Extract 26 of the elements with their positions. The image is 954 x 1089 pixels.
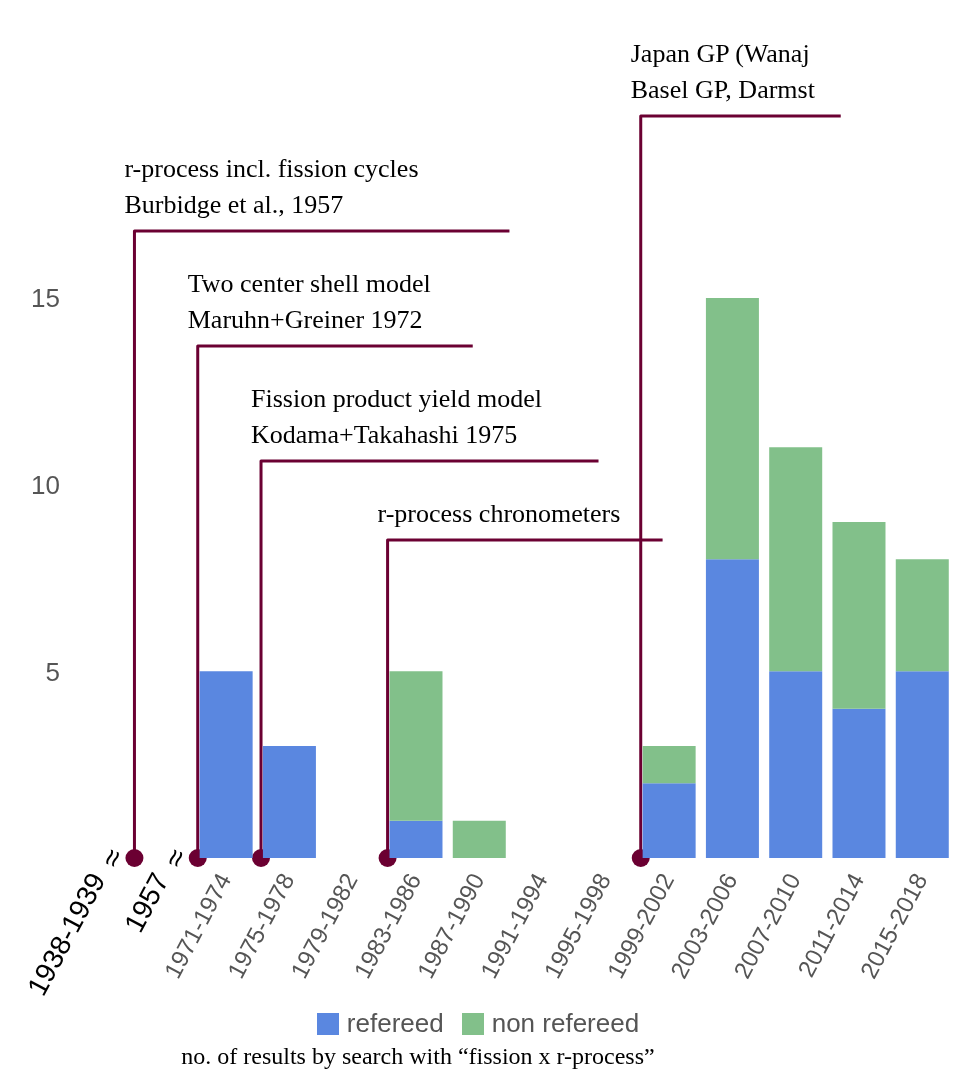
bar: [895, 559, 949, 672]
bar: [769, 671, 823, 858]
annotation: r-process incl. fission cycles Burbidge et al., 1957: [124, 154, 419, 219]
legend-label: non refereed: [490, 1008, 640, 1039]
annotation: r-process chronometers: [377, 499, 621, 528]
y-tick-label: 10: [31, 469, 60, 500]
annotation: Two center shell model Maruhn+Greiner 1972: [187, 269, 431, 334]
y-tick-label: 5: [45, 656, 60, 687]
bar: [389, 671, 443, 821]
y-tick-label: 15: [31, 283, 60, 314]
bar: [832, 708, 886, 858]
bar: [262, 746, 316, 858]
bar: [389, 820, 443, 858]
legend-label: refereed: [345, 1008, 444, 1039]
annotation: Fission product yield model Kodama+Takahashi 1975: [251, 384, 543, 449]
bar: [705, 298, 759, 560]
bar: [452, 820, 506, 858]
bar: [769, 447, 823, 672]
bar: [642, 746, 696, 784]
bar: [705, 559, 759, 858]
bar: [199, 671, 253, 858]
bar: [832, 522, 886, 709]
annotation: Japan GP (Wanaj Basel GP, Darmst: [630, 39, 816, 104]
text: no. of results by search with “fission x r-process”: [180, 1043, 656, 1070]
bar: [895, 671, 949, 858]
bar: [642, 783, 696, 858]
